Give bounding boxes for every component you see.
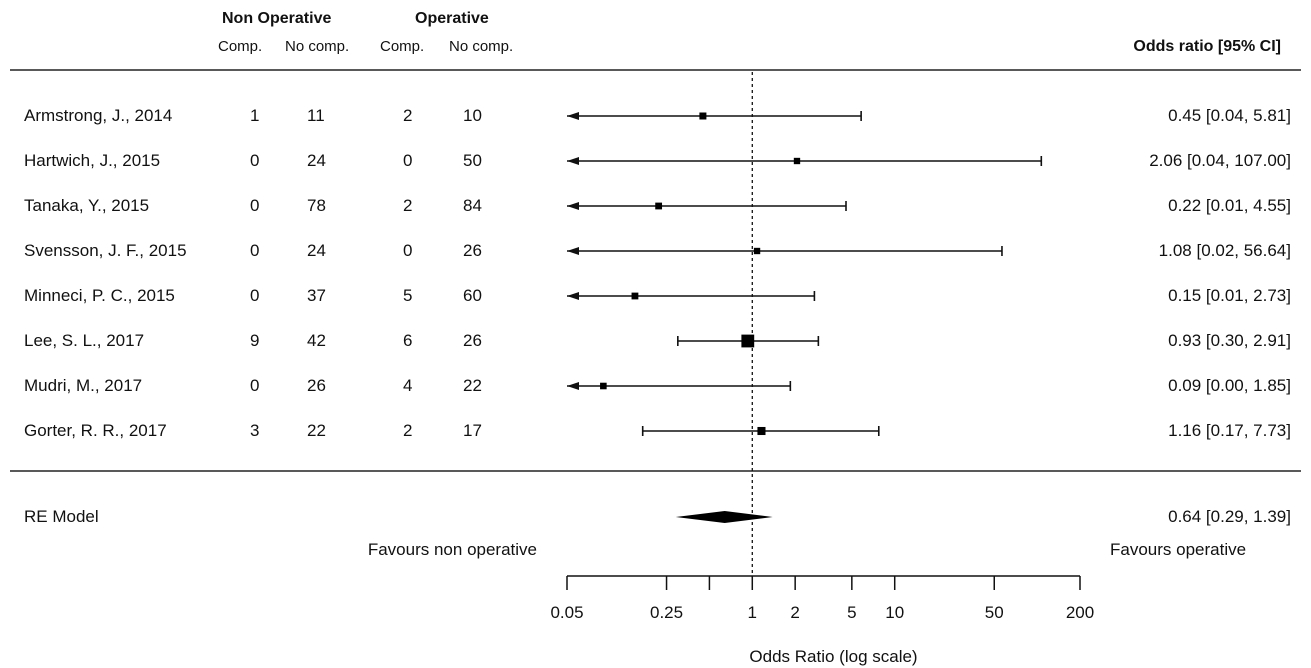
op-comp-cell: 6 [403,331,413,350]
or-ci-label: 0.93 [0.30, 2.91] [1168,331,1291,350]
ci-arrow-left [567,247,579,255]
point-estimate [753,247,761,255]
header-op-nocomp: No comp. [449,38,514,55]
study-name: Tanaka, Y., 2015 [24,196,150,215]
point-estimate [699,112,707,120]
op-comp-cell: 2 [403,106,413,125]
or-ci-label: 0.45 [0.04, 5.81] [1168,106,1291,125]
point-estimate [793,157,801,165]
x-tick-label: 5 [847,603,856,622]
nonop-nocomp-cell: 78 [307,196,326,215]
nonop-comp-cell: 0 [250,196,260,215]
point-estimate [655,202,663,210]
or-ci-label: 1.08 [0.02, 56.64] [1158,241,1291,260]
x-tick-label: 2 [790,603,799,622]
ci-arrow-left [567,202,579,210]
nonop-comp-cell: 0 [250,376,260,395]
nonop-comp-cell: 0 [250,286,260,305]
op-nocomp-cell: 22 [463,376,482,395]
nonop-nocomp-cell: 42 [307,331,326,350]
study-name: Mudri, M., 2017 [24,376,143,395]
point-estimate [757,426,766,436]
op-comp-cell: 2 [403,421,413,440]
favours-left-label: Favours non operative [367,540,537,559]
nonop-comp-cell: 1 [250,106,260,125]
nonop-comp-cell: 9 [250,331,260,350]
nonop-nocomp-cell: 24 [307,151,326,170]
op-comp-cell: 0 [403,151,413,170]
header-nonoperative: Non Operative [222,10,332,27]
x-tick-label: 0.25 [650,603,683,622]
or-ci-label: 0.22 [0.01, 4.55] [1168,196,1291,215]
op-nocomp-cell: 26 [463,241,482,260]
nonop-nocomp-cell: 37 [307,286,326,305]
op-comp-cell: 2 [403,196,413,215]
nonop-comp-cell: 0 [250,151,260,170]
nonop-comp-cell: 0 [250,241,260,260]
op-nocomp-cell: 17 [463,421,482,440]
x-tick-label: 1 [748,603,757,622]
x-tick-label: 50 [985,603,1004,622]
op-comp-cell: 4 [403,376,413,395]
header-nonop-nocomp: No comp. [285,38,350,55]
nonop-nocomp-cell: 11 [307,106,325,125]
op-nocomp-cell: 60 [463,286,482,305]
ci-arrow-left [567,157,579,165]
nonop-comp-cell: 3 [250,421,260,440]
study-name: Lee, S. L., 2017 [24,331,145,350]
point-estimate [741,334,755,348]
nonop-nocomp-cell: 24 [307,241,326,260]
point-estimate [631,292,639,300]
op-comp-cell: 5 [403,286,413,305]
nonop-nocomp-cell: 26 [307,376,326,395]
study-name: Svensson, J. F., 2015 [24,241,187,260]
favours-right-label: Favours operative [1110,540,1247,559]
x-tick-label: 0.05 [550,603,583,622]
nonop-nocomp-cell: 22 [307,421,326,440]
summary-diamond [675,511,773,523]
study-name: Hartwich, J., 2015 [24,151,161,170]
x-axis-title: Odds Ratio (log scale) [749,647,917,666]
ci-arrow-left [567,292,579,300]
or-ci-label: 0.09 [0.00, 1.85] [1168,376,1291,395]
point-estimate [600,382,607,390]
summary-or-ci-label: 0.64 [0.29, 1.39] [1168,507,1291,526]
x-tick-label: 10 [885,603,904,622]
or-ci-label: 1.16 [0.17, 7.73] [1168,421,1291,440]
study-name: Minneci, P. C., 2015 [24,286,175,305]
header-operative: Operative [415,10,489,27]
header-op-comp: Comp. [380,38,425,55]
study-name: Armstrong, J., 2014 [24,106,173,125]
header-nonop-comp: Comp. [218,38,263,55]
study-name: Gorter, R. R., 2017 [24,421,167,440]
or-ci-label: 0.15 [0.01, 2.73] [1168,286,1291,305]
op-nocomp-cell: 50 [463,151,482,170]
ci-arrow-left [567,112,579,120]
op-nocomp-cell: 84 [463,196,482,215]
op-comp-cell: 0 [403,241,413,260]
or-ci-label: 2.06 [0.04, 107.00] [1149,151,1291,170]
summary-name: RE Model [24,507,99,526]
header-or-ci: Odds ratio [95% CI] [1133,38,1281,55]
op-nocomp-cell: 10 [463,106,482,125]
op-nocomp-cell: 26 [463,331,482,350]
x-tick-label: 200 [1066,603,1094,622]
ci-arrow-left [567,382,579,390]
